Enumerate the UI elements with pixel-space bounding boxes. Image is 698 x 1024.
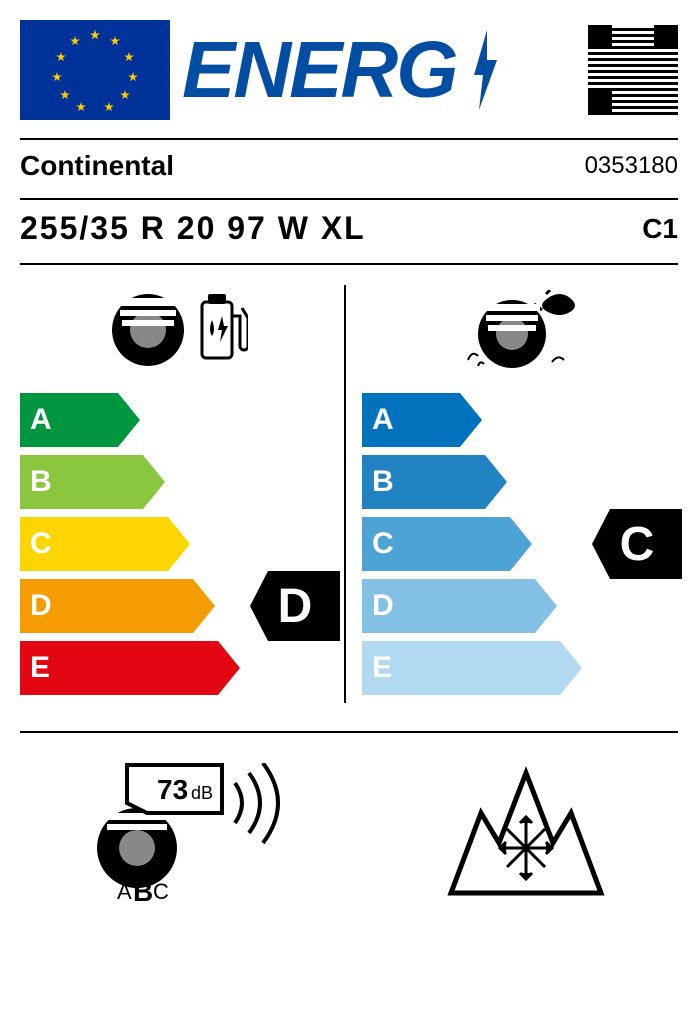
energy-title: ENERG (182, 24, 457, 116)
wet-grip-column: A B CC D E (354, 285, 678, 703)
svg-text:dB: dB (191, 783, 213, 803)
bottom-section: 73 dB A B C (20, 731, 678, 903)
fuel-row-E: E (20, 641, 336, 695)
svg-text:A: A (117, 879, 132, 903)
wet-row-C: CC (362, 517, 678, 571)
supplier-row: Continental 0353180 (20, 146, 678, 192)
noise-icon: 73 dB A B C (87, 763, 307, 903)
tyre-row: 255/35 R 20 97 W XL C1 (20, 206, 678, 257)
wet-row-A: A (362, 393, 678, 447)
tyre-size: 255/35 R 20 97 W XL (20, 210, 366, 247)
snow-icon (441, 763, 611, 903)
fuel-row-D: DD (20, 579, 336, 633)
svg-text:C: C (153, 879, 169, 903)
tyre-class: C1 (642, 213, 678, 245)
qr-code[interactable] (588, 25, 678, 115)
wet-rating-badge: C (592, 509, 682, 579)
svg-text:73: 73 (157, 774, 188, 805)
article-number: 0353180 (585, 152, 678, 180)
snow-block (441, 763, 611, 903)
svg-text:B: B (133, 876, 153, 903)
header: ENERG (20, 20, 678, 120)
fuel-efficiency-icon (20, 285, 336, 375)
noise-block: 73 dB A B C (87, 763, 307, 903)
eu-flag (20, 20, 170, 120)
lightning-icon (469, 30, 499, 110)
wet-row-D: D (362, 579, 678, 633)
fuel-row-B: B (20, 455, 336, 509)
fuel-efficiency-column: A B C DD E (20, 285, 346, 703)
wet-grip-icon (362, 285, 678, 375)
brand-name: Continental (20, 150, 174, 182)
charts: A B C DD E A B CC D (20, 285, 678, 703)
fuel-rating-badge: D (250, 571, 340, 641)
fuel-row-C: C (20, 517, 336, 571)
wet-row-B: B (362, 455, 678, 509)
fuel-row-A: A (20, 393, 336, 447)
wet-row-E: E (362, 641, 678, 695)
